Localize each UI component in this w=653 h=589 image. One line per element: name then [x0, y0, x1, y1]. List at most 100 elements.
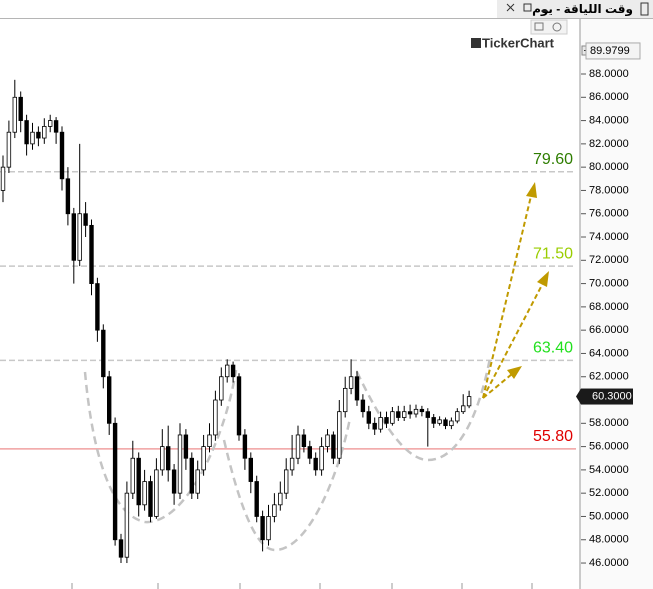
- restore-icon[interactable]: [534, 22, 544, 31]
- y-tick-label: 80.0000: [589, 161, 629, 173]
- y-tick-label: 58.0000: [589, 417, 629, 429]
- arrow-line: [482, 282, 544, 399]
- candle-body: [254, 481, 259, 517]
- candle-body: [319, 446, 324, 471]
- candle-body: [313, 457, 318, 471]
- candle-body: [18, 96, 23, 121]
- candle-body: [236, 376, 242, 436]
- toolbar-icons[interactable]: [530, 19, 568, 35]
- level-label: 79.60: [533, 151, 573, 168]
- candle-body: [77, 213, 82, 261]
- y-tick-label: 86.0000: [589, 91, 629, 103]
- candle-body: [449, 420, 454, 427]
- time-ticks: [71, 583, 533, 589]
- candle-body: [437, 419, 442, 424]
- y-tick-label: 78.0000: [589, 184, 629, 196]
- candle-body: [419, 408, 425, 413]
- candle-body: [230, 364, 236, 378]
- candle-body: [148, 481, 153, 517]
- candle-body: [301, 434, 307, 447]
- candle-body: [189, 457, 194, 494]
- candle-body: [342, 387, 348, 413]
- candle-body: [201, 446, 206, 471]
- toolbar-box: [530, 19, 568, 35]
- last-price-tag: [581, 388, 633, 405]
- candle-body: [455, 411, 460, 422]
- candle-body: [337, 411, 342, 459]
- candle-body: [53, 120, 59, 133]
- level-label: 63.40: [533, 340, 573, 357]
- candle-body: [24, 120, 29, 145]
- candle-body: [278, 492, 283, 506]
- candle-body: [59, 131, 65, 180]
- candle-body: [36, 131, 41, 139]
- candle-body: [260, 516, 265, 541]
- y-tick-label: 68.0000: [589, 301, 629, 313]
- y-tick-label: 56.0000: [589, 441, 629, 453]
- candle-body: [366, 411, 371, 424]
- candle-body: [118, 539, 124, 558]
- candle-body: [160, 446, 165, 471]
- candle-body: [401, 411, 407, 418]
- price-axis: 46.0000 48.0000 50.0000 52.0000 54.0000 56.00…: [576, 42, 641, 569]
- candle-body: [177, 434, 183, 494]
- price-axis-panel: [580, 18, 653, 589]
- cup-curve: [222, 417, 352, 552]
- candle-body: [142, 481, 147, 506]
- candle-body: [124, 492, 130, 558]
- watermark-logo: [471, 38, 481, 48]
- candle-body: [396, 411, 401, 418]
- candle-body: [378, 417, 383, 430]
- arrow-head: [507, 366, 522, 379]
- candle-body: [384, 417, 389, 424]
- candle-body: [171, 469, 177, 494]
- maximize-button[interactable]: [523, 3, 532, 12]
- candle-body: [207, 434, 212, 447]
- candle-body: [443, 419, 448, 427]
- candle-body: [107, 376, 112, 424]
- candle-body: [130, 457, 135, 494]
- candle-body: [295, 434, 301, 459]
- candle-body: [195, 469, 200, 494]
- window-icon[interactable]: [640, 2, 649, 16]
- candle-body: [165, 446, 171, 471]
- arrow-line: [482, 195, 532, 399]
- levels: 79.60 71.50 63.40 55.80: [0, 151, 576, 450]
- candle-body: [224, 364, 230, 378]
- y-tick-label: 88.0000: [589, 68, 629, 80]
- y-tick-label: 66.0000: [589, 324, 629, 336]
- last-price-pointer: [576, 388, 581, 405]
- candle-body: [65, 178, 71, 215]
- candle-body: [136, 457, 141, 506]
- watermark: TickerChart: [482, 35, 555, 50]
- candle-body: [272, 504, 277, 517]
- candle-body: [0, 166, 6, 191]
- candle-body: [6, 131, 12, 168]
- candle-body: [307, 446, 312, 459]
- candle-body: [95, 283, 100, 331]
- y-tick-label: 72.0000: [589, 254, 629, 266]
- candle-body: [372, 422, 377, 430]
- header: [0, 0, 653, 18]
- window-buttons[interactable]: [506, 3, 548, 12]
- candle-body: [101, 329, 106, 378]
- candle-body: [12, 96, 17, 133]
- close-button[interactable]: [506, 3, 515, 12]
- candle-body: [42, 126, 47, 139]
- candle-body: [407, 411, 413, 415]
- candle-body: [154, 469, 159, 517]
- candle-body: [242, 434, 248, 459]
- settings-icon[interactable]: [552, 22, 562, 32]
- candle-body: [331, 434, 336, 459]
- top-price-label: 89.9799: [590, 45, 630, 57]
- candle-body: [348, 376, 354, 389]
- title-bar: [497, 0, 653, 18]
- top-price-tag: [585, 42, 641, 60]
- candle-body: [83, 213, 88, 226]
- y-tick-label: 50.0000: [589, 510, 629, 522]
- level-label: 71.50: [533, 245, 573, 262]
- y-tick-label: 52.0000: [589, 487, 629, 499]
- cup-curve: [355, 357, 492, 462]
- y-tick-label: 46.0000: [589, 557, 629, 569]
